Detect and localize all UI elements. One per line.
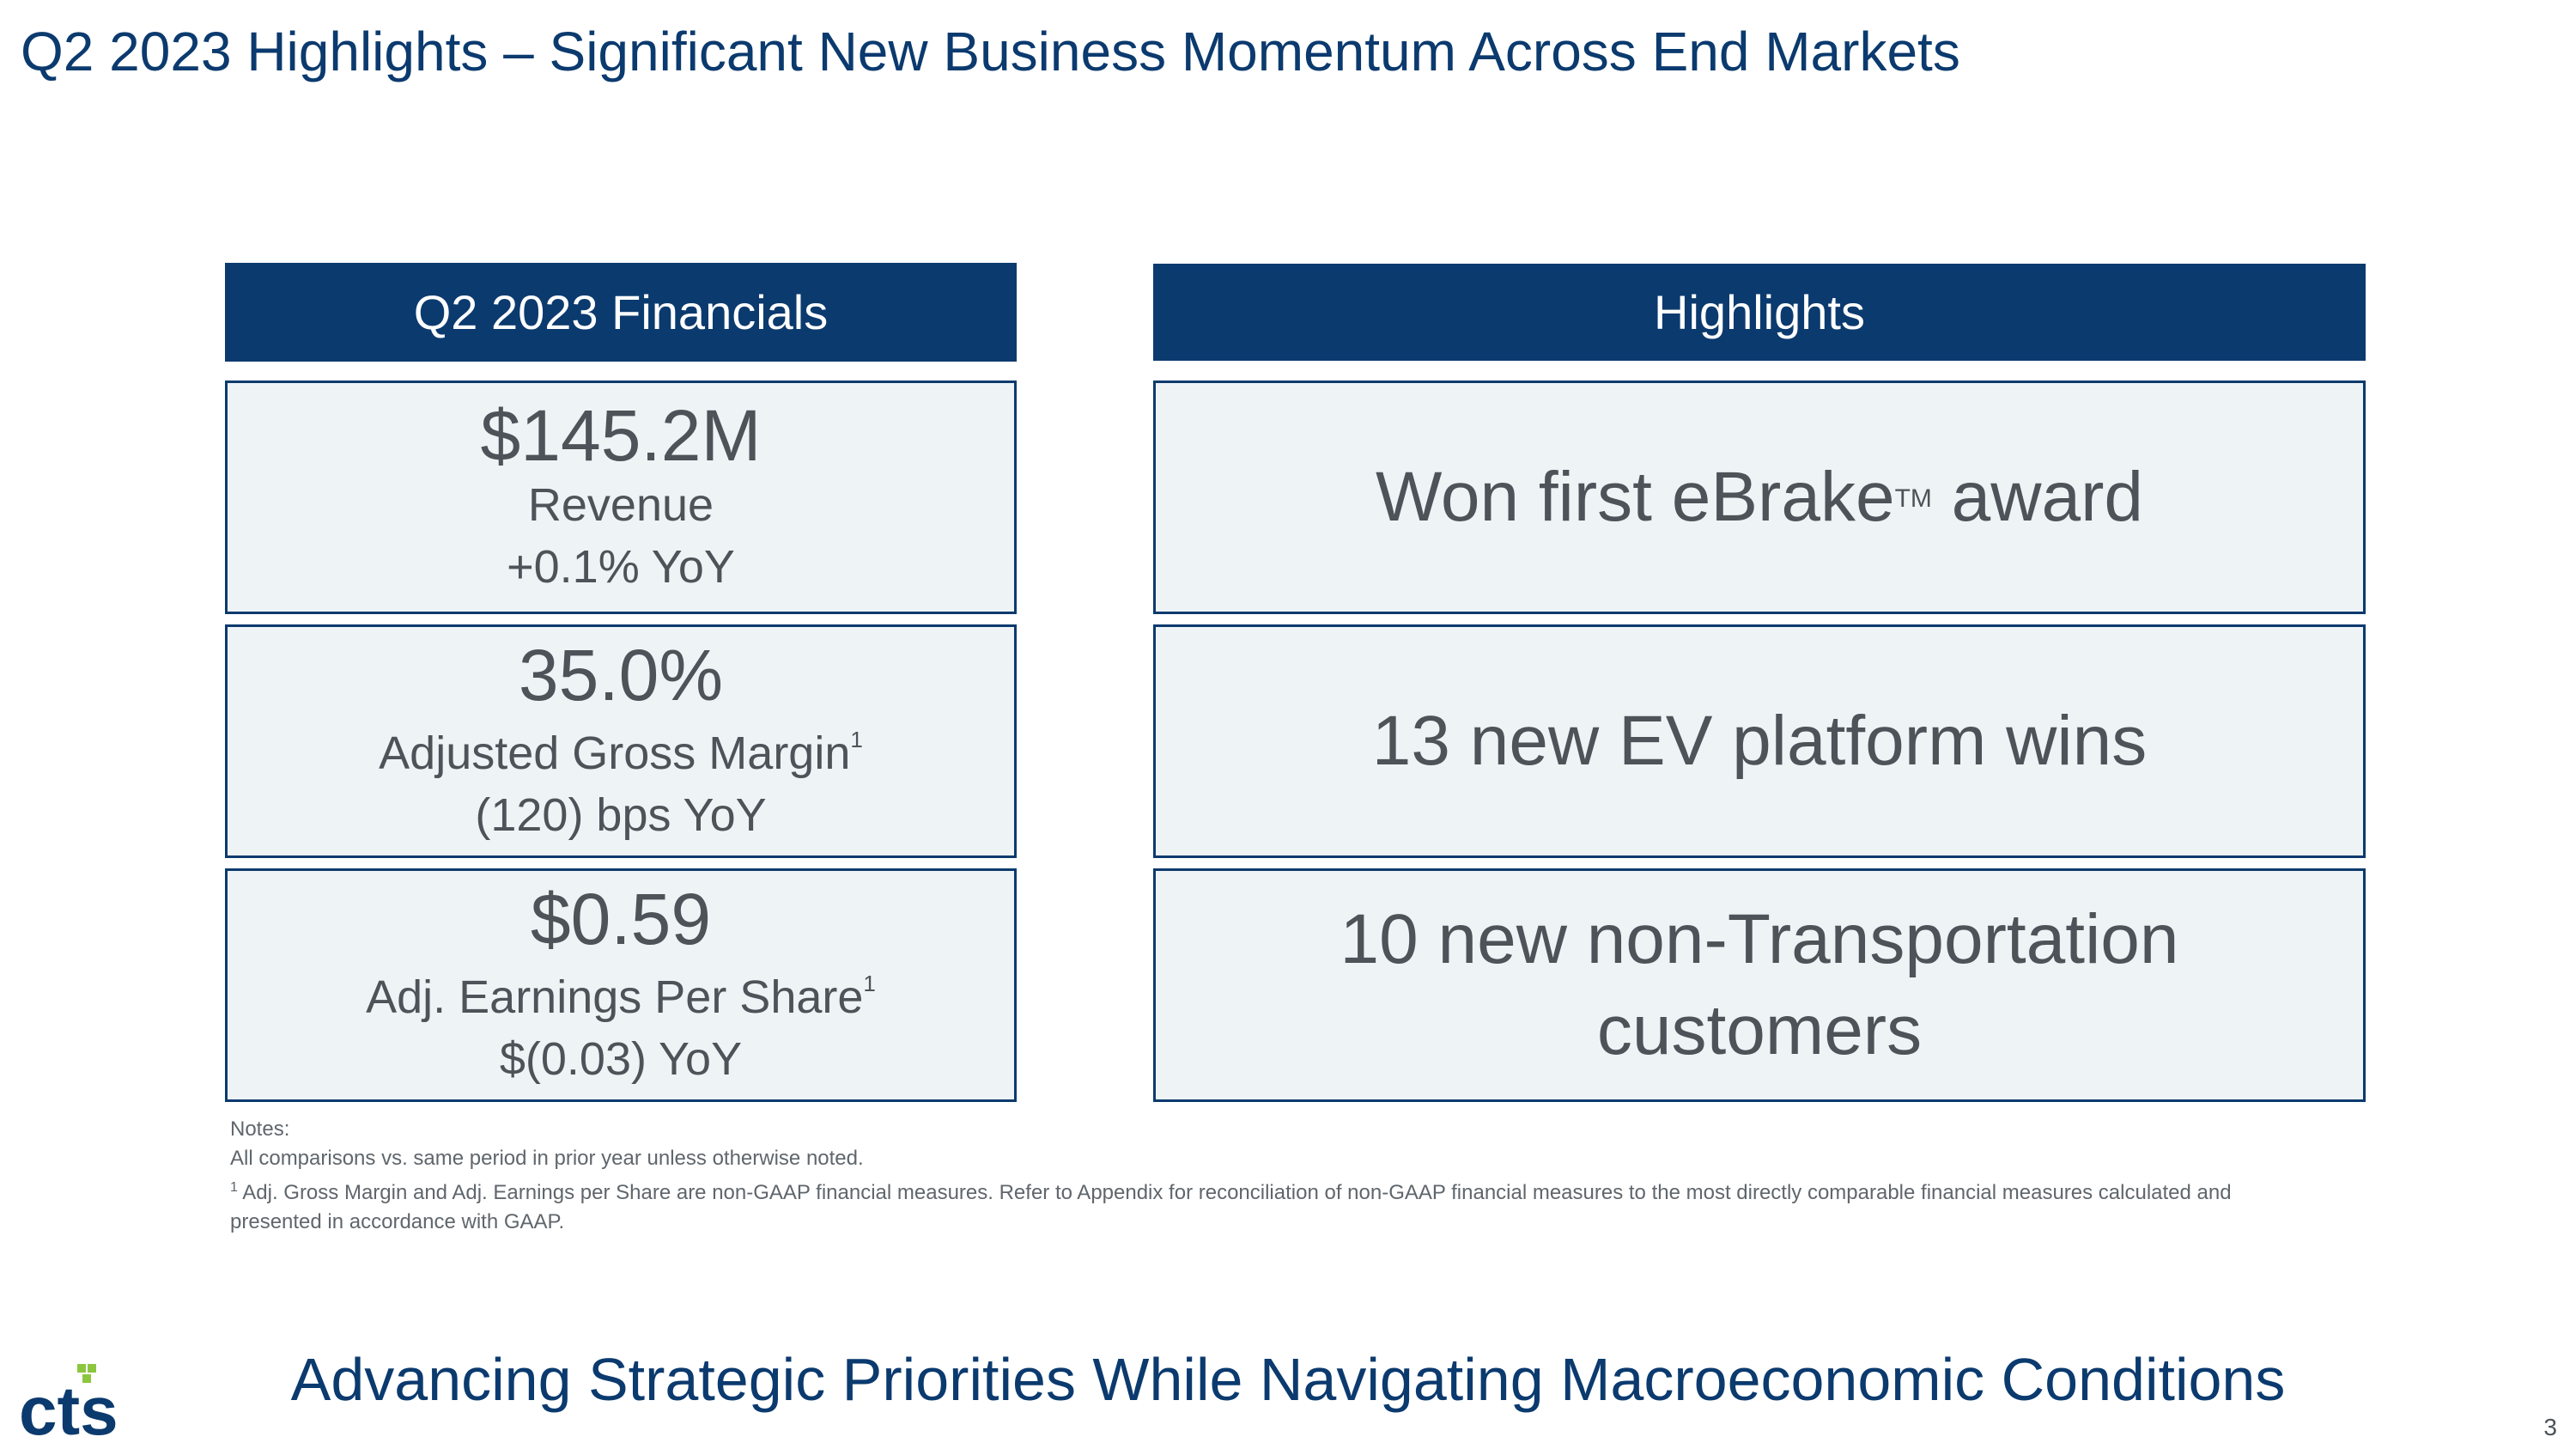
gross-margin-value: 35.0%: [518, 635, 724, 715]
highlight-card-non-transportation: 10 new non-Transportation customers: [1153, 868, 2366, 1102]
notes-line-2: Adj. Gross Margin and Adj. Earnings per …: [230, 1181, 2232, 1233]
notes-footnote-marker: 1: [230, 1180, 238, 1195]
ebrake-text-after: award: [1931, 458, 2144, 536]
cts-logo: cts: [19, 1364, 118, 1440]
revenue-value: $145.2M: [480, 395, 762, 476]
notes-line-2-row: 1 Adj. Gross Margin and Adj. Earnings pe…: [230, 1173, 2257, 1237]
eps-change: $(0.03) YoY: [499, 1033, 743, 1085]
ebrake-text-before: Won first eBrake: [1375, 458, 1895, 536]
page-number: 3: [2543, 1414, 2557, 1440]
revenue-label: Revenue: [527, 479, 714, 531]
gross-margin-label: Adjusted Gross Margin: [379, 728, 851, 779]
notes-heading: Notes:: [230, 1117, 290, 1141]
highlights-header-label: Highlights: [1654, 285, 1865, 339]
gross-margin-label-row: Adjusted Gross Margin1: [379, 715, 863, 783]
eps-label-row: Adj. Earnings Per Share1: [366, 959, 876, 1027]
logo-dots-icon: [77, 1364, 96, 1383]
ev-wins-text: 13 new EV platform wins: [1371, 702, 2148, 780]
gross-margin-footnote: 1: [850, 727, 863, 752]
financial-card-eps: $0.59 Adj. Earnings Per Share1 $(0.03) Y…: [225, 868, 1017, 1102]
eps-footnote: 1: [863, 971, 876, 996]
gross-margin-change: (120) bps YoY: [475, 789, 767, 841]
financials-header: Q2 2023 Financials: [225, 263, 1017, 362]
financial-card-revenue: $145.2M Revenue +0.1% YoY: [225, 381, 1017, 614]
financials-header-label: Q2 2023 Financials: [413, 285, 829, 339]
highlight-card-ev-wins: 13 new EV platform wins: [1153, 624, 2366, 858]
logo-wordmark: cts: [19, 1373, 118, 1440]
eps-value: $0.59: [530, 879, 712, 959]
non-transportation-text: 10 new non-Transportation customers: [1340, 900, 2179, 1069]
eps-label: Adj. Earnings Per Share: [366, 971, 864, 1023]
financial-card-gross-margin: 35.0% Adjusted Gross Margin1 (120) bps Y…: [225, 624, 1017, 858]
highlights-header: Highlights: [1153, 264, 2366, 361]
slide-tagline: Advancing Strategic Priorities While Nav…: [290, 1346, 2286, 1413]
revenue-change: +0.1% YoY: [507, 541, 735, 593]
slide-title: Q2 2023 Highlights – Significant New Bus…: [21, 21, 1960, 82]
trademark-mark: TM: [1894, 484, 1932, 513]
notes: Notes: All comparisons vs. same period i…: [230, 1115, 2257, 1237]
ebrake-award-text: Won first eBrakeTM award: [1376, 452, 2143, 543]
notes-line-1: All comparisons vs. same period in prior…: [230, 1147, 864, 1170]
highlight-card-ebrake: Won first eBrakeTM award: [1153, 381, 2366, 614]
